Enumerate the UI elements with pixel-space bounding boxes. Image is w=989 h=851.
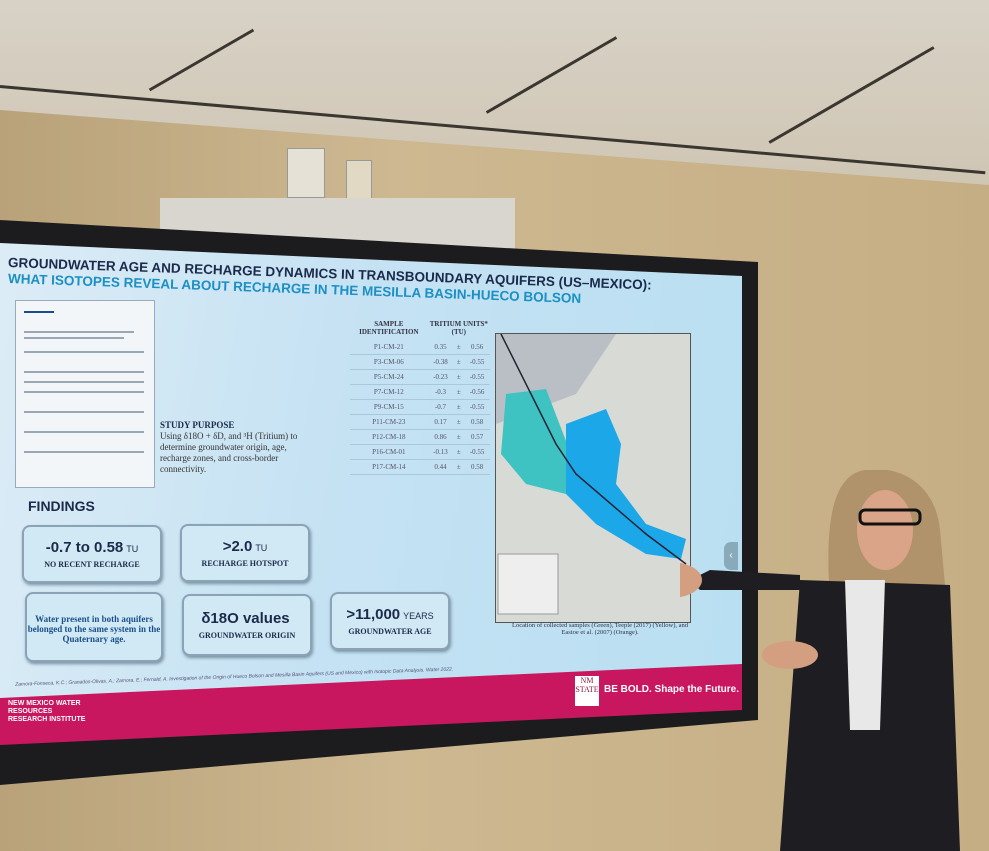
uncertainty: -0.55: [464, 354, 490, 370]
finding-unit: TU: [126, 544, 139, 554]
tritium-value: -0.3: [427, 384, 454, 400]
uncertainty: 0.57: [464, 429, 490, 445]
header-tritium: TRITIUM UNITS* (TU): [429, 320, 488, 336]
finding-box: -0.7 to 0.58 TU NO RECENT RECHARGE: [22, 525, 162, 583]
uncertainty: -0.55: [464, 399, 490, 415]
finding-value: >2.0 TU: [223, 538, 268, 555]
sample-id: P3-CM-06: [350, 354, 428, 370]
presenter: [680, 470, 960, 851]
tritium-table: SAMPLE IDENTIFICATION TRITIUM UNITS* (TU…: [350, 320, 490, 475]
tritium-value: 0.35: [427, 340, 454, 355]
wrri-logo: NEW MEXICO WATER RESOURCES RESEARCH INST…: [8, 700, 86, 723]
uncertainty: 0.58: [464, 459, 490, 475]
plus-minus: ±: [453, 429, 465, 445]
tritium-value: 0.86: [427, 429, 454, 445]
finding-number: δ18O values: [201, 610, 290, 627]
map-caption: Location of collected samples (Green), T…: [511, 622, 688, 636]
plus-minus: ±: [453, 384, 465, 400]
plus-minus: ±: [453, 459, 465, 475]
finding-box: >2.0 TU RECHARGE HOTSPOT: [180, 524, 310, 582]
uncertainty: -0.55: [464, 369, 490, 385]
header-sample: SAMPLE IDENTIFICATION: [359, 320, 419, 336]
finding-label: RECHARGE HOTSPOT: [201, 559, 289, 568]
finding-box: Water present in both aquifers belonged …: [25, 592, 163, 662]
finding-box: >11,000 YEARS GROUNDWATER AGE: [330, 592, 450, 650]
finding-number: >11,000: [346, 606, 401, 623]
sample-id: P9-CM-15: [350, 399, 428, 415]
plus-minus: ±: [453, 340, 465, 355]
uncertainty: 0.58: [464, 414, 490, 430]
paper-thumbnail: [15, 300, 155, 488]
tritium-value: 0.44: [427, 459, 454, 475]
table-row: P3-CM-06 -0.38 ± -0.55: [350, 354, 490, 370]
study-purpose-text: Using δ18O + δD, and ³H (Tritium) to det…: [160, 431, 298, 474]
sample-id: P5-CM-24: [350, 369, 428, 385]
sample-id: P7-CM-12: [350, 384, 428, 400]
table-row: P7-CM-12 -0.3 ± -0.56: [350, 384, 490, 400]
tritium-value: -0.7: [427, 399, 454, 415]
uncertainty: 0.56: [464, 340, 490, 355]
study-purpose-heading: STUDY PURPOSE: [160, 420, 235, 430]
sample-id: P11-CM-23: [350, 414, 428, 430]
table-row: P16-CM-01 -0.13 ± -0.55: [350, 444, 490, 460]
sample-id: P12-CM-18: [350, 429, 428, 445]
sample-location-map: [495, 333, 691, 623]
uncertainty: -0.55: [464, 444, 490, 460]
finding-value: δ18O values: [201, 610, 292, 627]
finding-label: GROUNDWATER ORIGIN: [198, 631, 296, 640]
finding-label: NO RECENT RECHARGE: [44, 560, 140, 569]
sample-id: P16-CM-01: [350, 444, 428, 460]
plus-minus: ±: [453, 414, 465, 430]
finding-number: >2.0: [222, 538, 253, 555]
wall-plate: [346, 160, 372, 200]
map-graphic: [496, 334, 687, 615]
plus-minus: ±: [453, 399, 465, 415]
wall-outlet: [287, 148, 325, 198]
finding-box: δ18O values GROUNDWATER ORIGIN: [182, 594, 312, 656]
uncertainty: -0.56: [464, 384, 490, 400]
finding-label: Water present in both aquifers belonged …: [27, 614, 161, 644]
sample-id: P17-CM-14: [350, 459, 428, 475]
tritium-value: -0.13: [427, 444, 454, 460]
finding-value: -0.7 to 0.58 TU: [46, 539, 139, 556]
nmsu-logo: NM STATE: [575, 676, 599, 706]
study-purpose: STUDY PURPOSE Using δ18O + δD, and ³H (T…: [160, 420, 310, 475]
table-row: P1-CM-21 0.35 ±0.56: [350, 340, 490, 355]
finding-unit: TU: [255, 543, 268, 553]
next-slide-tab[interactable]: ‹: [724, 542, 738, 570]
finding-number: -0.7 to 0.58: [45, 539, 124, 556]
finding-label: GROUNDWATER AGE: [348, 627, 432, 636]
tritium-value: -0.38: [427, 354, 454, 370]
finding-value: >11,000 YEARS: [346, 606, 433, 623]
plus-minus: ±: [453, 369, 465, 385]
finding-unit: YEARS: [403, 611, 434, 621]
tritium-value: -0.23: [427, 369, 454, 385]
slogan: BE BOLD. Shape the Future.: [604, 684, 740, 695]
table-row: P9-CM-15 -0.7 ± -0.55: [350, 399, 490, 415]
table-row: P11-CM-23 0.17 ±0.58: [350, 414, 490, 430]
table-row: P5-CM-24 -0.23 ± -0.55: [350, 369, 490, 385]
table-row: P12-CM-18 0.86 ±0.57: [350, 429, 490, 445]
tritium-value: 0.17: [427, 414, 454, 430]
table-row: P17-CM-14 0.44 ±0.58: [350, 459, 490, 475]
sample-id: P1-CM-21: [350, 340, 428, 355]
findings-heading: FINDINGS: [28, 498, 95, 514]
plus-minus: ±: [453, 354, 465, 370]
plus-minus: ±: [453, 444, 465, 460]
